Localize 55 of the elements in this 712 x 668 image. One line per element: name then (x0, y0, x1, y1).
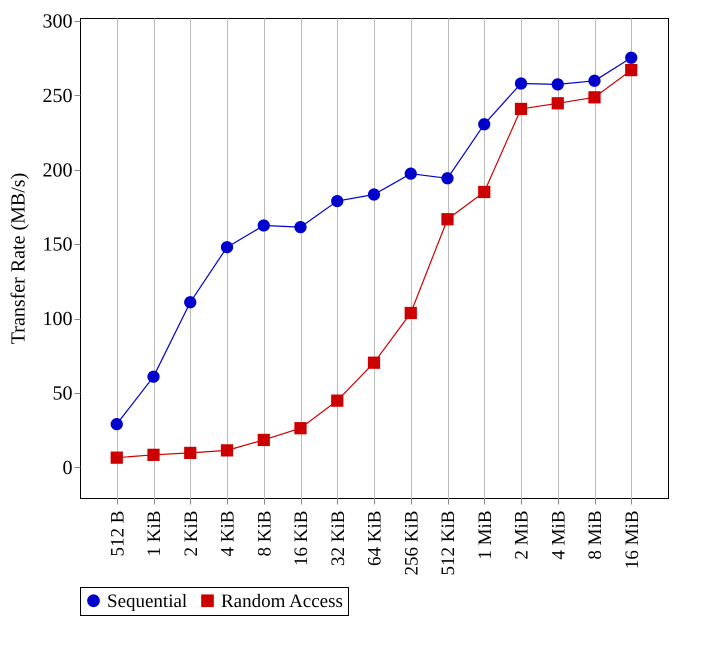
x-tick-label: 2 KiB (180, 510, 202, 556)
point (220, 241, 234, 254)
y-tick-label: 200 (42, 159, 72, 182)
point (110, 418, 123, 430)
x-tick-label: 32 KiB (328, 510, 349, 566)
point (478, 186, 490, 198)
point (184, 446, 196, 460)
x-tick-label: 16 KiB (291, 510, 312, 566)
point (331, 394, 344, 407)
point (478, 118, 490, 130)
point (588, 91, 601, 104)
point (514, 102, 528, 116)
point (368, 356, 380, 369)
x-tick-label: 512 KiB (438, 510, 459, 576)
x-tick-label: 4 MiB (548, 510, 570, 560)
point (110, 452, 123, 464)
point (220, 444, 234, 456)
point (184, 296, 196, 308)
y-tick-label: 100 (42, 308, 72, 330)
x-tick-label: 8 KiB (254, 510, 276, 556)
point (258, 434, 270, 446)
point (294, 221, 307, 234)
point (294, 422, 307, 434)
x-tick-label: 2 MiB (512, 510, 532, 560)
point (625, 52, 638, 64)
point (147, 370, 160, 383)
point (441, 172, 454, 184)
point (147, 448, 160, 461)
point (404, 306, 417, 320)
point (552, 97, 564, 110)
y-tick-label: 300 (42, 10, 72, 32)
x-tick-label: 4 KiB (218, 510, 238, 556)
x-tick-label: 512 B (107, 510, 128, 556)
point (552, 78, 564, 90)
y-tick-label: 50 (52, 382, 72, 405)
point (404, 168, 417, 180)
x-tick-label: 64 KiB (364, 510, 386, 566)
x-tick-label: 256 KiB (401, 510, 422, 576)
y-tick-label: 250 (42, 84, 72, 107)
y-tick-label: 0 (62, 456, 72, 479)
point (368, 188, 380, 201)
x-tick-label: 1 KiB (144, 510, 165, 556)
y-tick-label: 150 (42, 234, 72, 256)
y-axis-title: Transfer Rate (MB/s) (8, 172, 30, 344)
x-tick-label: 16 MiB (622, 510, 643, 570)
x-tick-label: 1 MiB (474, 510, 496, 560)
point (258, 219, 270, 232)
point (588, 74, 601, 87)
point (441, 213, 454, 226)
legend-label: Sequential (107, 590, 188, 612)
legend-label: Random Access (221, 590, 343, 612)
x-tick-label: 8 MiB (585, 510, 606, 560)
point (514, 77, 528, 90)
point (625, 64, 638, 76)
point (331, 194, 344, 208)
